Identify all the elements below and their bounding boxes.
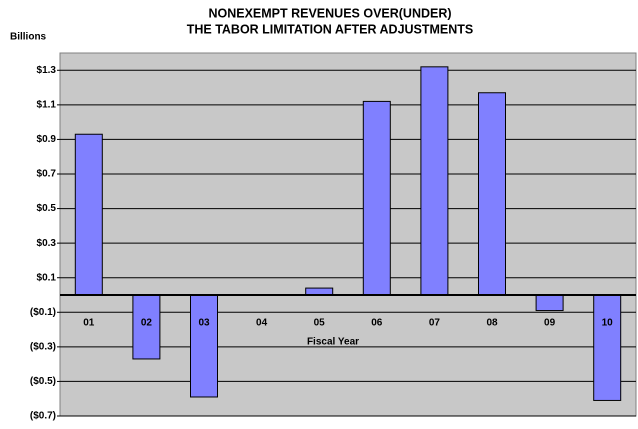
bar	[362, 100, 391, 296]
plot-area	[59, 52, 637, 417]
x-tick-label: 09	[544, 318, 556, 329]
x-tick-label: 10	[602, 318, 614, 329]
bar	[478, 92, 506, 296]
y-tick-label: $0.7	[37, 169, 57, 180]
x-tick-label: 05	[314, 318, 326, 329]
y-tick-label: $0.1	[37, 272, 57, 283]
x-axis-label: Fiscal Year	[307, 337, 359, 348]
x-tick-label: 06	[371, 318, 383, 329]
bar	[190, 294, 218, 398]
y-tick-label: $0.9	[37, 134, 57, 145]
y-tick-label: ($0.5)	[30, 376, 56, 387]
x-tick-label: 01	[83, 318, 95, 329]
bar	[305, 287, 334, 296]
y-tick-label: ($0.3)	[30, 341, 56, 352]
bar	[535, 294, 564, 312]
bar	[74, 133, 103, 296]
y-tick-label: $0.5	[37, 203, 57, 214]
y-axis-label: Billions	[10, 32, 47, 43]
x-tick-label: 08	[486, 318, 498, 329]
bar	[420, 66, 449, 296]
y-tick-label: $1.3	[37, 65, 57, 76]
x-tick-label: 03	[198, 318, 210, 329]
y-tick-label: ($0.7)	[30, 411, 56, 422]
bar	[132, 294, 161, 360]
chart-title: THE TABOR LIMITATION AFTER ADJUSTMENTS	[187, 22, 474, 36]
y-tick-label: $0.3	[37, 238, 57, 249]
x-tick-label: 04	[256, 318, 268, 329]
chart-title: NONEXEMPT REVENUES OVER(UNDER)	[208, 6, 451, 20]
bar	[593, 294, 622, 401]
y-tick-label: ($0.1)	[30, 307, 56, 318]
x-tick-label: 02	[141, 318, 153, 329]
y-tick-label: $1.1	[37, 99, 57, 110]
x-tick-label: 07	[429, 318, 441, 329]
